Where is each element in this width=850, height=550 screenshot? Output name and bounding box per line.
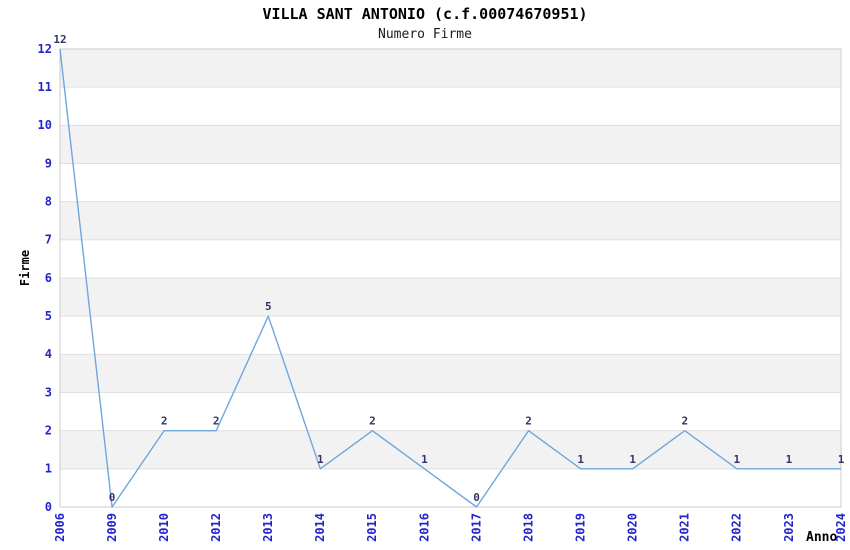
y-tick-label: 1 bbox=[45, 462, 52, 476]
y-tick-label: 11 bbox=[38, 80, 52, 94]
data-label: 5 bbox=[265, 300, 272, 313]
y-tick-label: 4 bbox=[45, 347, 52, 361]
x-tick-label: 2012 bbox=[209, 513, 223, 542]
data-label: 1 bbox=[786, 453, 793, 466]
x-tick-label: 2024 bbox=[834, 513, 848, 542]
y-tick-label: 6 bbox=[45, 271, 52, 285]
data-label: 1 bbox=[629, 453, 636, 466]
data-label: 0 bbox=[473, 491, 480, 504]
data-label: 12 bbox=[53, 33, 66, 46]
x-tick-label: 2022 bbox=[730, 513, 744, 542]
plot-band bbox=[60, 125, 841, 164]
x-tick-label: 2015 bbox=[365, 513, 379, 542]
x-tick-label: 2023 bbox=[782, 513, 796, 542]
x-tick-label: 2018 bbox=[521, 513, 535, 542]
x-tick-label: 2009 bbox=[105, 513, 119, 542]
x-tick-label: 2014 bbox=[313, 513, 327, 542]
plot-band bbox=[60, 201, 841, 240]
x-tick-label: 2017 bbox=[469, 513, 483, 542]
plot-band bbox=[60, 49, 841, 88]
y-tick-label: 2 bbox=[45, 424, 52, 438]
chart-title: VILLA SANT ANTONIO (c.f.00074670951) bbox=[262, 5, 588, 23]
data-label: 2 bbox=[213, 415, 220, 428]
plot-border bbox=[59, 48, 842, 508]
y-tick-label: 0 bbox=[45, 500, 52, 514]
x-tick-label: 2021 bbox=[678, 513, 692, 542]
y-tick-label: 5 bbox=[45, 309, 52, 323]
data-label: 1 bbox=[734, 453, 741, 466]
x-tick-label: 2020 bbox=[626, 513, 640, 542]
plot-band bbox=[60, 354, 841, 393]
data-line bbox=[59, 48, 841, 508]
x-tick-label: 2010 bbox=[157, 513, 171, 542]
data-label: 2 bbox=[369, 415, 376, 428]
x-tick-label: 2013 bbox=[261, 513, 275, 542]
y-tick-label: 10 bbox=[38, 118, 52, 132]
data-label: 0 bbox=[109, 491, 116, 504]
data-label: 1 bbox=[421, 453, 428, 466]
data-label: 1 bbox=[838, 453, 845, 466]
chart-subtitle: Numero Firme bbox=[378, 27, 472, 42]
data-label: 2 bbox=[525, 415, 532, 428]
data-label: 1 bbox=[577, 453, 584, 466]
x-axis-title: Anno bbox=[806, 530, 838, 545]
plot-band bbox=[60, 278, 841, 317]
y-tick-label: 7 bbox=[45, 233, 52, 247]
y-tick-label: 12 bbox=[38, 42, 52, 56]
data-label: 2 bbox=[681, 415, 688, 428]
x-tick-label: 2016 bbox=[417, 513, 431, 542]
y-tick-label: 9 bbox=[45, 156, 52, 170]
y-tick-label: 8 bbox=[45, 195, 52, 209]
plot-band bbox=[60, 430, 841, 469]
x-tick-label: 2019 bbox=[574, 513, 588, 542]
y-tick-label: 3 bbox=[45, 385, 52, 399]
data-label: 2 bbox=[161, 415, 168, 428]
x-tick-label: 2006 bbox=[53, 513, 67, 542]
data-label: 1 bbox=[317, 453, 324, 466]
